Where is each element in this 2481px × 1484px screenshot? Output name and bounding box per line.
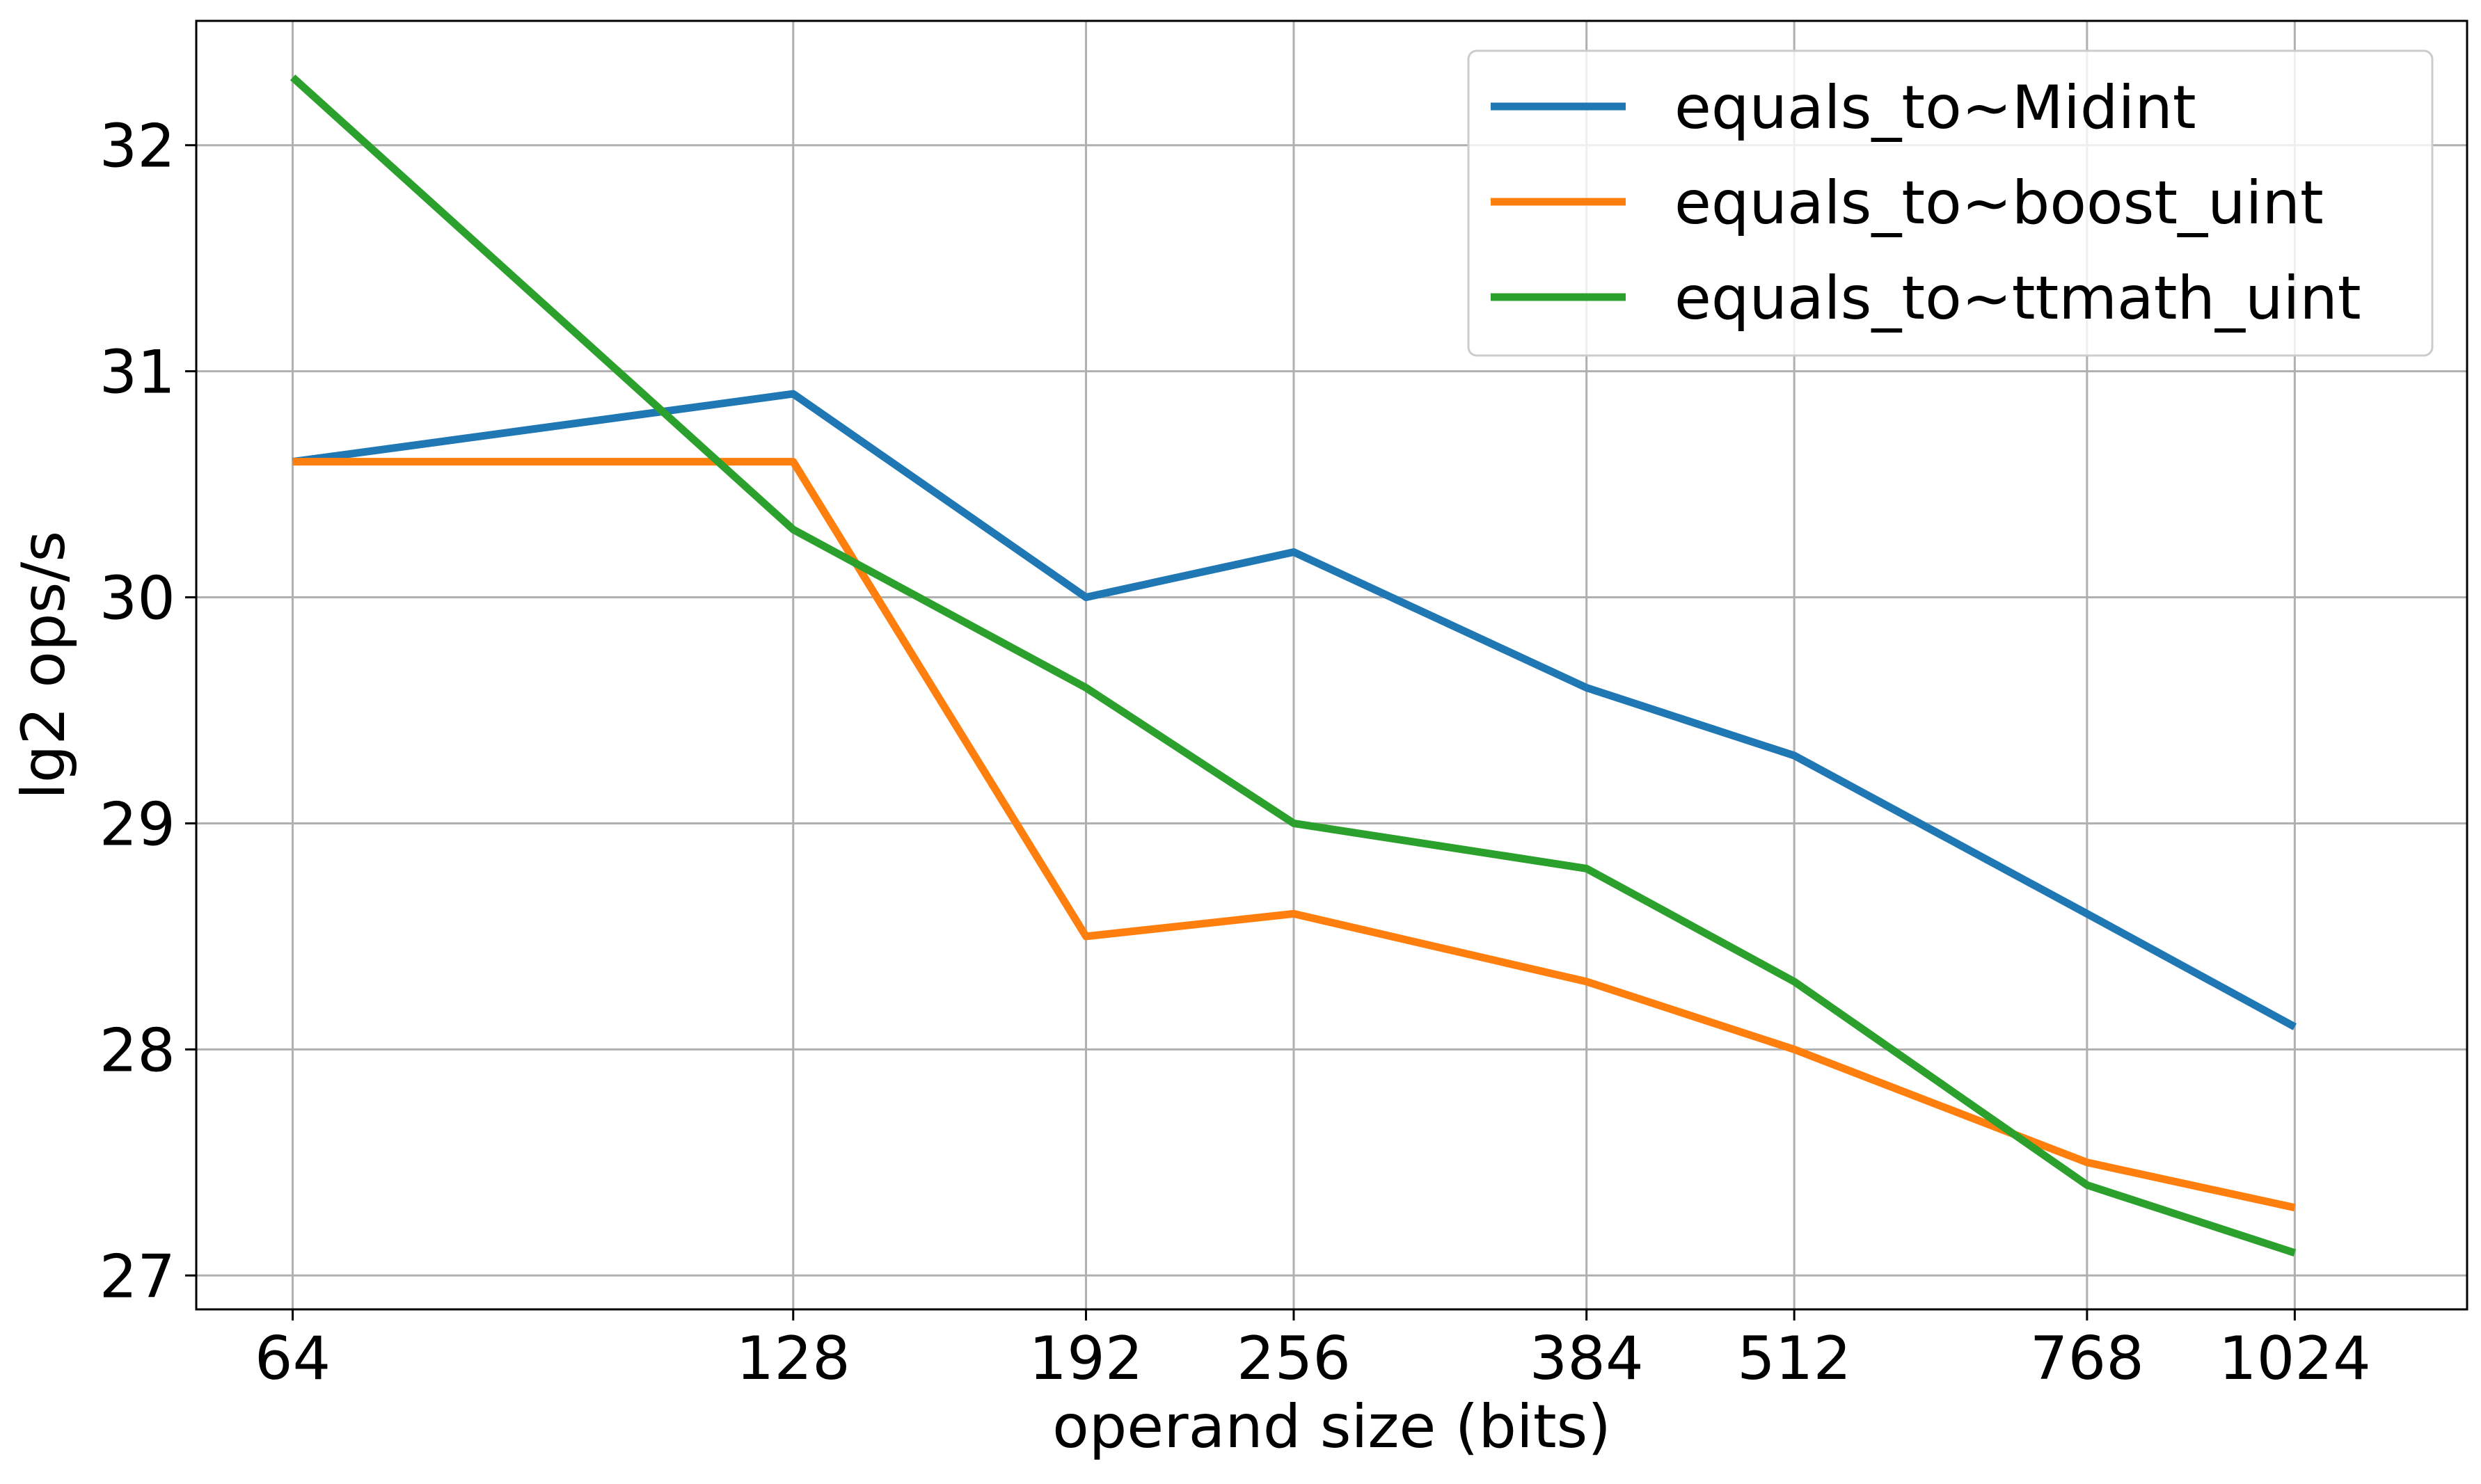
plot-frame [195,19,2468,1311]
x-axis-label: operand size (bits) [1052,1392,1611,1462]
y-tick-label: 32 [100,112,175,182]
y-tick-label: 31 [100,338,175,408]
x-tick-label: 768 [2030,1324,2144,1394]
x-tick-label: 512 [1737,1324,1851,1394]
x-tick-label: 128 [736,1324,850,1394]
legend-box [1467,49,2434,357]
y-axis-label: lg2 ops/s [9,531,79,799]
series-line-3 [290,74,2297,1257]
x-tick-label: 64 [255,1324,331,1394]
y-tick-label: 27 [100,1242,175,1311]
series-line-2 [292,458,2296,1212]
series-line-1 [292,390,2297,1030]
x-tick-label: 1024 [2219,1324,2371,1394]
y-tick-label: 29 [100,790,175,859]
legend: equals_to~Midint equals_to~boost_uintequa… [1467,49,2434,357]
y-tick-label: 28 [100,1016,175,1085]
x-tick-label: 384 [1530,1324,1644,1394]
x-tick-label: 192 [1029,1324,1143,1394]
x-tick-label: 256 [1237,1324,1351,1394]
legend-label: equals_to~boost_uint [1674,168,2324,238]
series-lines [290,74,2297,1257]
axis-ticks: 64 128 192 256 384 512 768 1024 27 28 29 30 31 32 [100,112,2371,1394]
legend-label: equals_to~Midint [1674,73,2196,143]
legend-label: equals_to~ttmath_uint [1674,264,2361,333]
y-tick-label: 30 [100,564,175,634]
